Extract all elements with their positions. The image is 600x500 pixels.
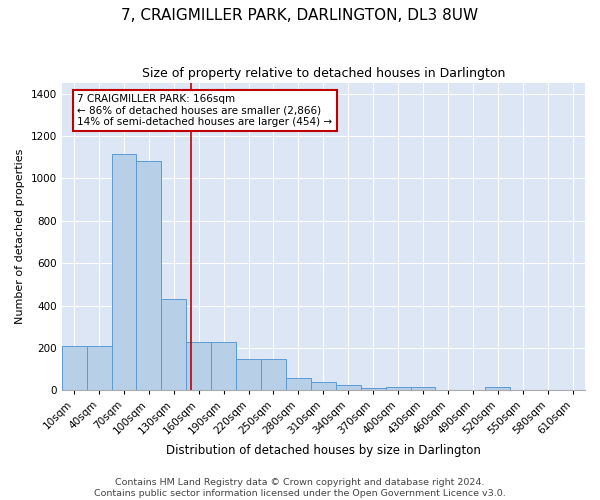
Bar — [236, 359, 261, 390]
Title: Size of property relative to detached houses in Darlington: Size of property relative to detached ho… — [142, 68, 505, 80]
X-axis label: Distribution of detached houses by size in Darlington: Distribution of detached houses by size … — [166, 444, 481, 458]
Bar — [261, 359, 286, 390]
Text: 7 CRAIGMILLER PARK: 166sqm
← 86% of detached houses are smaller (2,866)
14% of s: 7 CRAIGMILLER PARK: 166sqm ← 86% of deta… — [77, 94, 332, 127]
Bar — [286, 378, 311, 390]
Bar — [112, 154, 136, 390]
Text: Contains HM Land Registry data © Crown copyright and database right 2024.
Contai: Contains HM Land Registry data © Crown c… — [94, 478, 506, 498]
Y-axis label: Number of detached properties: Number of detached properties — [15, 149, 25, 324]
Bar — [336, 385, 361, 390]
Bar — [86, 346, 112, 391]
Bar — [361, 388, 386, 390]
Bar — [485, 387, 510, 390]
Bar — [136, 161, 161, 390]
Bar — [186, 342, 211, 390]
Bar — [386, 387, 410, 390]
Text: 7, CRAIGMILLER PARK, DARLINGTON, DL3 8UW: 7, CRAIGMILLER PARK, DARLINGTON, DL3 8UW — [121, 8, 479, 22]
Bar — [410, 387, 436, 390]
Bar — [161, 299, 186, 390]
Bar — [211, 342, 236, 390]
Bar — [311, 382, 336, 390]
Bar — [62, 346, 86, 391]
